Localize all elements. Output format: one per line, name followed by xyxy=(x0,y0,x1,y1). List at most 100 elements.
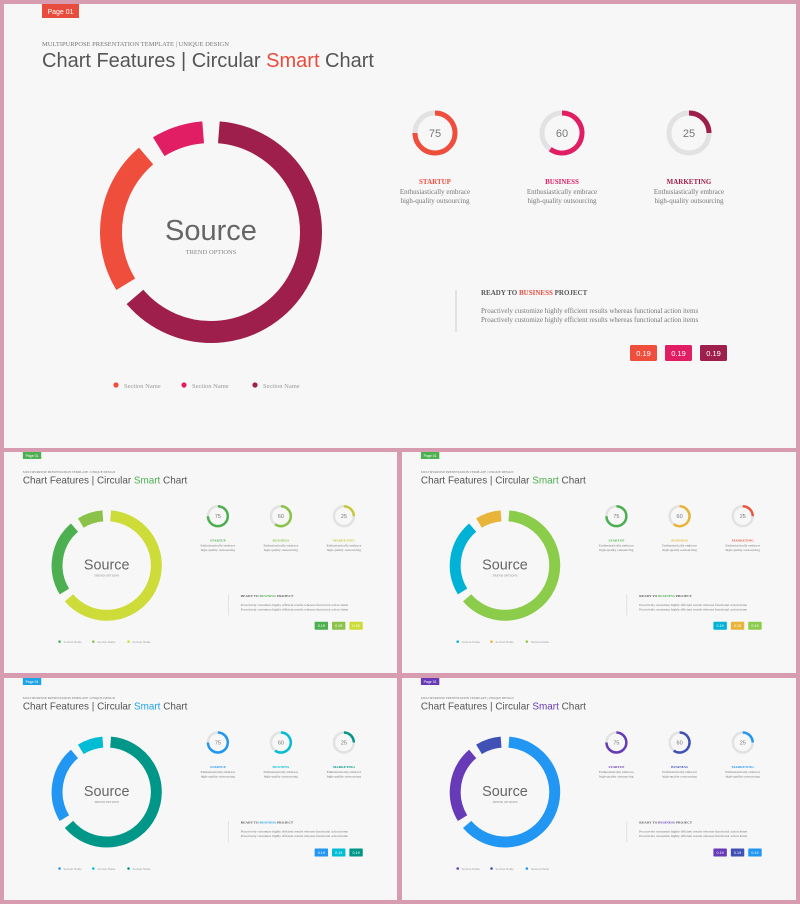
value-badge-label: 0.19 xyxy=(318,624,325,628)
gauge-arc xyxy=(688,110,712,134)
gauge-desc: high-quality outsourcing xyxy=(599,774,634,778)
ready-accent: BUSINESS xyxy=(519,289,553,297)
gauge-value: 60 xyxy=(278,740,284,746)
title-suffix: Chart xyxy=(559,701,586,712)
ready-prefix: READY TO xyxy=(639,820,658,824)
gauge-desc: Enthusiastically embrace xyxy=(201,770,236,774)
gauge-label: MARKETING xyxy=(333,539,355,543)
value-badge-label: 0.19 xyxy=(352,851,359,855)
ready-prefix: READY TO xyxy=(639,594,658,598)
gauge-desc: Enthusiastically embrace xyxy=(201,544,236,548)
donut-center-title: Source xyxy=(165,215,257,247)
legend-label: Section Name xyxy=(496,867,515,871)
gauge-label: MARKETING xyxy=(667,178,712,186)
ready-suffix: PROJECT xyxy=(276,820,294,824)
gauge-arc xyxy=(605,505,628,528)
subtitle: MULTIPURPOSE PRESENTATION TEMPLATE | UNI… xyxy=(421,470,514,474)
gauge-desc: high-quality outsourcing xyxy=(264,774,298,778)
page-title: Chart Features | Circular Smart Chart xyxy=(421,701,586,712)
page-tag xyxy=(420,452,440,459)
gauge-value: 75 xyxy=(613,514,619,520)
donut-slice-1 xyxy=(449,523,477,595)
donut-slice-1 xyxy=(100,147,154,290)
page-tag xyxy=(22,452,42,459)
title-suffix: Chart xyxy=(160,475,187,486)
legend-dot xyxy=(181,382,187,388)
legend-dot xyxy=(58,640,61,643)
gauge-arc xyxy=(206,505,230,528)
page-title: Chart Features | Circular Smart Chart xyxy=(23,475,188,486)
ready-text: Proactively customize highly efficient r… xyxy=(481,307,698,315)
gauge-desc: Enthusiastically embrace xyxy=(662,770,697,774)
value-badge-label: 0.19 xyxy=(318,851,325,855)
legend-dot xyxy=(113,382,119,388)
donut-slice-2 xyxy=(77,510,104,528)
ready-heading: READY TO BUSINESS PROJECT xyxy=(639,594,692,598)
gauge-desc: high-quality outsourcing xyxy=(327,774,361,778)
gauge-desc: high-quality outsourcing xyxy=(662,774,697,778)
value-badge xyxy=(713,621,727,630)
donut-slice-2 xyxy=(476,510,502,528)
legend-dot xyxy=(490,867,493,870)
title-prefix: Chart Features | Circular xyxy=(421,701,532,712)
subtitle: MULTIPURPOSE PRESENTATION TEMPLATE | UNI… xyxy=(23,696,116,700)
ready-suffix: PROJECT xyxy=(276,594,294,598)
ready-text: Proactively customize highly efficient r… xyxy=(241,603,349,607)
gauge-arc xyxy=(742,731,754,743)
gauge-value: 25 xyxy=(740,740,746,746)
ready-text: Proactively customize highly efficient r… xyxy=(481,316,698,324)
donut-center-subtitle: TREND OPTIONS xyxy=(94,573,119,577)
donut-slice-2 xyxy=(153,121,205,157)
gauge-desc: high-quality outsourcing xyxy=(527,197,597,205)
ready-suffix: PROJECT xyxy=(675,594,693,598)
gauge-label: STARTUP xyxy=(419,178,452,186)
gauge-value: 60 xyxy=(677,740,683,746)
legend-dot xyxy=(92,640,95,643)
gauge-desc: high-quality outsourcing xyxy=(662,548,696,552)
value-badge xyxy=(713,848,727,857)
donut-center-title: Source xyxy=(482,557,528,573)
ready-prefix: READY TO xyxy=(241,820,260,824)
ready-accent: BUSINESS xyxy=(259,594,276,598)
ready-text: Proactively customize highly efficient r… xyxy=(241,829,349,833)
gauge-desc: high-quality outsourcing xyxy=(599,548,633,552)
value-badge xyxy=(700,345,727,361)
gauge-desc: Enthusiastically embrace xyxy=(264,770,299,774)
value-badge xyxy=(748,848,762,857)
slide-mixed: Page 01 MULTIPURPOSE PRESENTATION TEMPLAT… xyxy=(402,452,796,673)
gauge-label: BUSINESS xyxy=(273,765,290,769)
value-badge-label: 0.19 xyxy=(352,624,359,628)
page-tag-label: Page 01 xyxy=(26,680,39,684)
donut-slice-3 xyxy=(462,736,561,848)
ready-heading: READY TO BUSINESS PROJECT xyxy=(639,820,692,824)
value-badge xyxy=(730,848,745,857)
gauge-label: STARTUP xyxy=(210,539,227,543)
gauge-label: BUSINESS xyxy=(671,765,688,769)
legend-label: Section Name xyxy=(97,640,116,644)
donut-center-subtitle: TREND OPTIONS xyxy=(492,573,517,577)
value-badge-label: 0.19 xyxy=(751,624,758,628)
gauge-value: 25 xyxy=(683,128,695,140)
page-tag-label: Page 01 xyxy=(424,454,437,458)
donut-slice-1 xyxy=(51,523,79,595)
page-tag-label: Page 01 xyxy=(47,9,73,16)
gauge-label: MARKETING xyxy=(732,539,754,543)
gauge-value: 75 xyxy=(429,128,441,140)
gauge-desc: high-quality outsourcing xyxy=(400,197,470,205)
gauge-desc: Enthusiastically embrace xyxy=(725,770,760,774)
title-accent: Smart xyxy=(134,701,161,712)
legend-label: Section Name xyxy=(97,867,116,871)
gauge-value: 75 xyxy=(613,740,619,746)
donut-slice-3 xyxy=(64,510,162,621)
ready-text: Proactively customize highly efficient r… xyxy=(639,834,747,838)
legend-dot xyxy=(456,867,460,870)
gauge-label: BUSINESS xyxy=(671,539,688,543)
ready-suffix: PROJECT xyxy=(553,289,588,297)
gauge-desc: high-quality outsourcing xyxy=(264,548,298,552)
title-prefix: Chart Features | Circular xyxy=(421,475,532,486)
page-tag-label: Page 01 xyxy=(424,680,437,684)
gauge-label: STARTUP xyxy=(210,765,227,769)
gauge-arc xyxy=(673,505,691,528)
donut-slice-2 xyxy=(476,736,502,755)
gauge-value: 25 xyxy=(740,514,746,520)
